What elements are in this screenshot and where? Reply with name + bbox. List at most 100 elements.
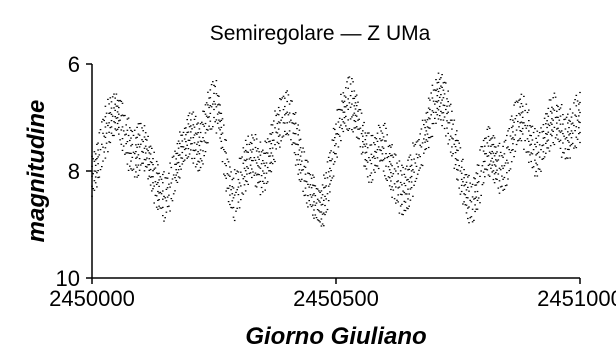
data-point xyxy=(144,132,147,134)
data-point xyxy=(452,123,454,125)
data-point xyxy=(434,117,436,119)
data-point xyxy=(191,128,193,130)
data-point xyxy=(183,138,186,140)
data-point xyxy=(521,133,524,135)
data-point xyxy=(325,172,327,174)
data-point xyxy=(203,125,205,127)
data-point xyxy=(108,122,110,124)
data-point xyxy=(165,211,168,213)
data-point xyxy=(384,157,386,159)
data-point xyxy=(241,192,243,194)
data-point xyxy=(259,194,262,196)
data-point xyxy=(109,97,112,99)
data-point xyxy=(460,178,463,180)
data-point xyxy=(485,137,487,139)
data-point xyxy=(415,165,418,167)
data-point xyxy=(318,190,320,192)
data-point xyxy=(315,188,318,190)
data-point xyxy=(545,133,547,135)
data-point xyxy=(293,142,296,144)
data-point xyxy=(316,219,319,221)
data-point xyxy=(179,177,181,179)
data-point xyxy=(327,200,330,202)
data-point xyxy=(277,106,280,109)
data-point xyxy=(459,147,462,149)
data-point xyxy=(177,147,180,149)
data-point xyxy=(426,126,429,128)
data-point xyxy=(487,126,490,128)
data-point xyxy=(231,207,234,209)
data-point xyxy=(130,152,132,154)
data-point xyxy=(399,170,402,172)
data-point xyxy=(365,168,368,170)
data-point xyxy=(191,143,193,145)
data-point xyxy=(446,120,448,122)
data-point xyxy=(237,201,240,203)
data-point xyxy=(298,179,301,181)
data-point xyxy=(246,151,248,153)
data-point xyxy=(179,154,181,156)
data-point xyxy=(349,118,352,120)
data-point xyxy=(94,153,97,155)
data-point xyxy=(492,143,495,146)
data-point xyxy=(197,141,199,143)
data-point xyxy=(162,173,164,176)
data-point xyxy=(499,169,502,171)
data-point xyxy=(579,121,581,124)
data-point xyxy=(491,157,493,159)
data-point xyxy=(273,120,275,122)
data-point xyxy=(120,100,123,102)
data-point xyxy=(432,89,435,91)
data-point xyxy=(188,126,191,128)
data-point xyxy=(518,126,520,128)
data-point xyxy=(302,169,304,171)
data-point xyxy=(406,165,408,167)
data-point xyxy=(396,181,398,183)
data-point xyxy=(423,138,425,140)
data-point xyxy=(215,80,218,82)
data-point xyxy=(535,170,537,173)
data-point xyxy=(248,172,251,175)
data-point xyxy=(410,159,413,161)
data-point xyxy=(540,170,542,172)
data-point xyxy=(506,147,508,149)
data-point xyxy=(301,151,303,153)
data-point xyxy=(518,139,520,141)
data-point xyxy=(397,166,399,168)
data-point xyxy=(413,171,415,173)
data-point xyxy=(133,176,136,178)
data-point xyxy=(497,173,500,175)
data-point xyxy=(409,165,412,167)
data-point xyxy=(515,115,518,117)
data-point xyxy=(93,160,96,162)
data-point xyxy=(122,130,125,132)
data-point xyxy=(253,157,256,159)
data-point xyxy=(102,146,104,148)
data-point xyxy=(579,111,581,114)
data-point xyxy=(442,97,445,99)
data-point xyxy=(477,197,480,199)
data-point xyxy=(182,131,185,133)
data-point xyxy=(116,111,119,113)
data-point xyxy=(385,178,387,180)
data-point xyxy=(463,177,465,179)
data-point xyxy=(298,139,301,141)
data-point xyxy=(395,186,397,188)
data-point xyxy=(416,140,419,142)
data-point xyxy=(298,129,301,131)
data-point xyxy=(307,172,309,174)
data-point xyxy=(374,171,376,173)
data-point xyxy=(263,152,265,154)
data-point xyxy=(376,132,379,134)
data-point xyxy=(355,105,358,107)
data-point xyxy=(96,172,98,174)
data-point xyxy=(251,151,253,153)
data-point xyxy=(563,135,565,137)
data-point xyxy=(169,210,171,212)
data-point xyxy=(262,160,264,162)
data-point xyxy=(414,180,417,182)
data-point xyxy=(109,127,112,129)
data-point xyxy=(526,125,529,127)
data-point xyxy=(401,203,403,205)
data-point xyxy=(523,95,525,97)
